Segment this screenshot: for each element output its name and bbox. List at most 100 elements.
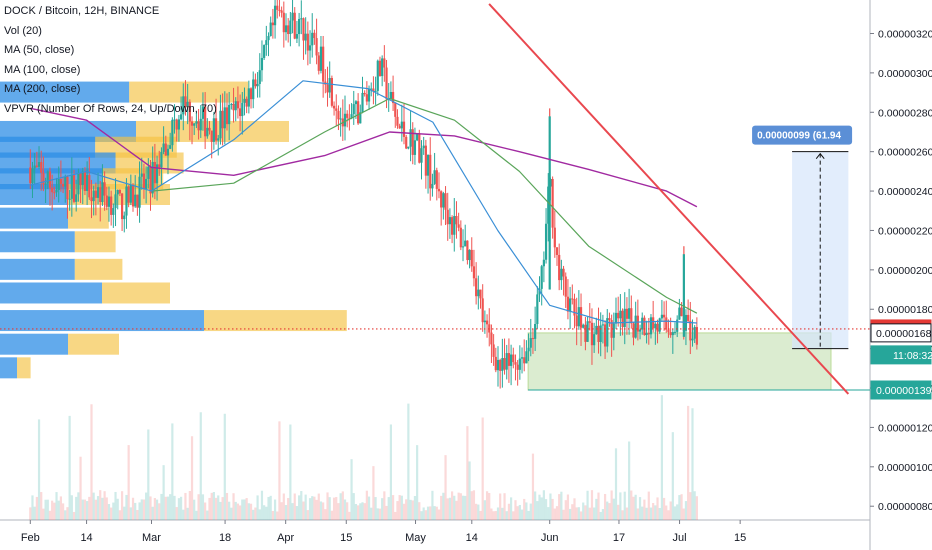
volume-bar <box>477 504 480 520</box>
volume-bar <box>398 495 401 520</box>
volume-bar <box>440 495 443 520</box>
volume-bar <box>114 491 117 520</box>
candle-body <box>361 92 364 113</box>
candle-body <box>418 134 421 163</box>
volume-bar <box>223 413 226 520</box>
y-tick-label: 0.00000180 <box>878 304 932 316</box>
volume-bar <box>518 504 521 520</box>
candle-body <box>569 298 572 312</box>
candle-body <box>175 119 178 130</box>
candle-body <box>466 240 469 261</box>
volume-bar <box>499 493 502 520</box>
candle-body <box>260 57 264 71</box>
candle-body <box>621 310 624 328</box>
legend-symbol[interactable]: DOCK / Bitcoin, 12H, BINANCE <box>4 5 160 17</box>
support-zone[interactable] <box>527 332 870 391</box>
candle-body <box>378 60 382 77</box>
candle-body <box>603 324 607 347</box>
candle-body <box>72 174 76 202</box>
candle-body <box>118 189 122 194</box>
volume-bar <box>311 496 314 520</box>
price-label-bg <box>870 380 932 400</box>
volume-bar <box>193 499 196 520</box>
volume-bar <box>665 505 668 520</box>
candle-body <box>35 165 38 167</box>
volume-bar <box>330 510 333 520</box>
candle-body <box>483 320 486 323</box>
candle-body <box>214 118 218 141</box>
volume-bar <box>298 495 301 520</box>
candle-body <box>110 196 113 215</box>
candle-body <box>241 102 244 117</box>
spike-body <box>548 116 551 290</box>
volume-bar <box>136 509 139 520</box>
legend-vol[interactable]: Vol (20) <box>4 24 42 37</box>
volume-bar <box>529 503 532 520</box>
volume-bar <box>142 499 146 520</box>
volume-bar <box>643 499 646 520</box>
candle-body <box>225 107 229 125</box>
candle-body <box>457 224 460 228</box>
volume-bar <box>324 509 327 520</box>
candle-body <box>265 40 268 46</box>
x-tick-label: Jul <box>673 532 687 544</box>
candle-body <box>326 84 329 93</box>
candle-body <box>112 208 115 215</box>
volume-bar <box>549 493 552 520</box>
candle-body <box>276 5 279 10</box>
volume-bar <box>254 507 257 520</box>
candle-body <box>652 317 655 329</box>
volume-bar <box>92 492 95 520</box>
volume-bar <box>35 496 38 520</box>
volume-bar <box>400 495 403 520</box>
volume-bar <box>501 507 504 520</box>
range-arrow-head <box>815 152 825 159</box>
candle-body <box>558 254 561 281</box>
candle-body <box>367 88 371 102</box>
legend-ma50[interactable]: MA (50, close) <box>4 44 75 56</box>
volume-bar <box>260 490 264 520</box>
candle-body <box>370 88 373 90</box>
volume-bar <box>510 497 513 520</box>
volume-bar <box>267 496 270 520</box>
price-label-bg <box>870 345 932 365</box>
candle-body <box>678 307 681 320</box>
range-measure-box[interactable]: 0.00000099 (61.94 <box>752 125 853 350</box>
candle-body <box>636 315 639 332</box>
candle-body <box>464 240 467 247</box>
candle-body <box>249 88 253 100</box>
candle-body <box>641 317 644 330</box>
candle-body <box>442 193 445 208</box>
volume-bar <box>160 493 163 520</box>
volume-bar <box>190 436 194 520</box>
volume-bar <box>182 509 185 520</box>
time-axis[interactable]: Feb 14 Mar 18 Apr 15 May 14 Jun 17 Jul 15 <box>21 520 746 544</box>
volume-bar <box>42 508 45 520</box>
legend-vpvr[interactable]: VPVR (Number Of Rows, 24, Up/Down, 70) <box>4 102 217 115</box>
volume-bar <box>603 493 607 520</box>
candle-body <box>645 333 648 336</box>
volume-bar <box>51 500 54 520</box>
candle-body <box>284 25 288 33</box>
candle-body <box>571 298 574 300</box>
candle-body <box>579 307 583 328</box>
volume-bar <box>66 507 69 520</box>
volume-bar <box>280 502 283 520</box>
volume-bar <box>492 511 495 520</box>
volume-bar <box>350 459 353 520</box>
volume-bar <box>153 498 156 520</box>
price-label-text: 0.00000139 <box>876 385 932 397</box>
candle-body <box>450 217 454 235</box>
candle-body <box>422 145 425 149</box>
candle-body <box>376 60 379 91</box>
volume-bar <box>230 507 233 520</box>
candle-body <box>494 356 497 371</box>
volume-bar <box>107 504 111 520</box>
legend-ma200[interactable]: MA (200, close) <box>4 83 81 95</box>
volume-bar <box>490 508 493 520</box>
legend-ma100[interactable]: MA (100, close) <box>4 63 81 76</box>
candle-body <box>317 55 320 71</box>
candle-body <box>638 329 642 332</box>
candle-body <box>435 170 438 189</box>
